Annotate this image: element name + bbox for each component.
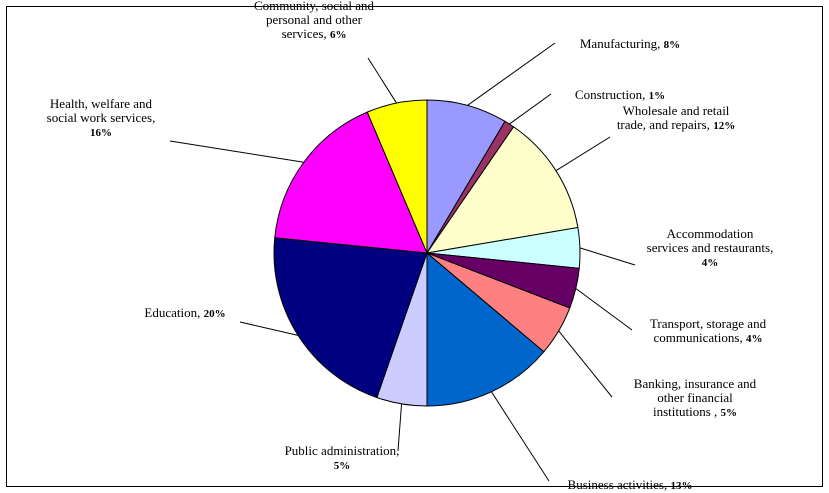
- leader-line-2: [509, 93, 552, 125]
- slice-label-line: Wholesale and retail: [623, 103, 730, 118]
- slice-label-5: Transport, storage and communications, 4%: [650, 316, 767, 345]
- slice-percent: 4%: [746, 333, 763, 345]
- slice-label-line: Manufacturing, 8%: [580, 36, 680, 51]
- leader-line-8: [397, 403, 403, 452]
- slice-label-4: Accommodation services and restaurants, 4%: [647, 226, 774, 269]
- slice-label-line: Business activities, 13%: [568, 477, 693, 492]
- slice-label-line: Construction, 1%: [575, 87, 665, 102]
- slice-label-line: services and restaurants,: [647, 240, 774, 255]
- slice-label-line: Accommodation: [667, 226, 754, 241]
- leader-line-10: [169, 140, 304, 163]
- slice-label-line: institutions , 5%: [653, 404, 737, 419]
- slice-label-line: Community, social and: [254, 0, 375, 13]
- pie-slice-10: [274, 111, 428, 254]
- slice-label-7: Business activities, 13%: [568, 477, 693, 492]
- slice-label-6: Banking, insurance and other financial ins…: [634, 376, 757, 419]
- slice-label-3: Wholesale and retail trade, and repairs, …: [617, 103, 735, 132]
- slice-label-line: trade, and repairs, 12%: [617, 117, 735, 132]
- slice-percent: 8%: [664, 39, 681, 51]
- slice-percent: 5%: [334, 460, 351, 472]
- slice-label-1: Manufacturing, 8%: [580, 36, 680, 51]
- slice-label-8: Public administration, 5%: [285, 443, 400, 472]
- slice-percent: 16%: [90, 127, 112, 139]
- slice-label-line: Public administration,: [285, 443, 400, 458]
- slice-label-line: Banking, insurance and: [634, 376, 757, 391]
- slice-percent: 6%: [330, 29, 347, 41]
- slice-percent: 20%: [204, 308, 226, 320]
- slice-percent: 1%: [649, 90, 666, 102]
- slice-percent: 13%: [670, 480, 692, 492]
- leader-line-4: [579, 247, 636, 266]
- slice-label-10: Health, welfare and social work services,…: [47, 96, 156, 139]
- slice-percent: 5%: [721, 407, 738, 419]
- slice-label-line: Education, 20%: [144, 305, 225, 320]
- leader-line-1: [467, 42, 556, 106]
- leader-line-5: [575, 288, 633, 331]
- slice-label-line: social work services,: [47, 110, 156, 125]
- leader-line-7: [490, 391, 550, 482]
- leader-line-6: [558, 330, 613, 398]
- slice-percent: 4%: [702, 257, 719, 269]
- leader-line-3: [555, 136, 611, 172]
- leader-line-11: [367, 57, 397, 104]
- slice-label-line: Transport, storage and: [650, 316, 767, 331]
- slice-label-line: other financial: [657, 390, 733, 405]
- pie-slice-7: [426, 251, 545, 407]
- slice-label-line: personal and other: [266, 12, 363, 27]
- slice-label-line: services, 6%: [282, 26, 347, 41]
- slice-percent: 12%: [713, 120, 735, 132]
- slice-label-2: Construction, 1%: [575, 87, 665, 102]
- slice-label-11: Community, social and personal and other s…: [254, 0, 375, 41]
- slice-label-9: Education, 20%: [144, 305, 225, 320]
- slice-label-line: communications, 4%: [654, 330, 763, 345]
- leader-line-9: [239, 321, 299, 336]
- slice-label-line: Health, welfare and: [50, 96, 153, 111]
